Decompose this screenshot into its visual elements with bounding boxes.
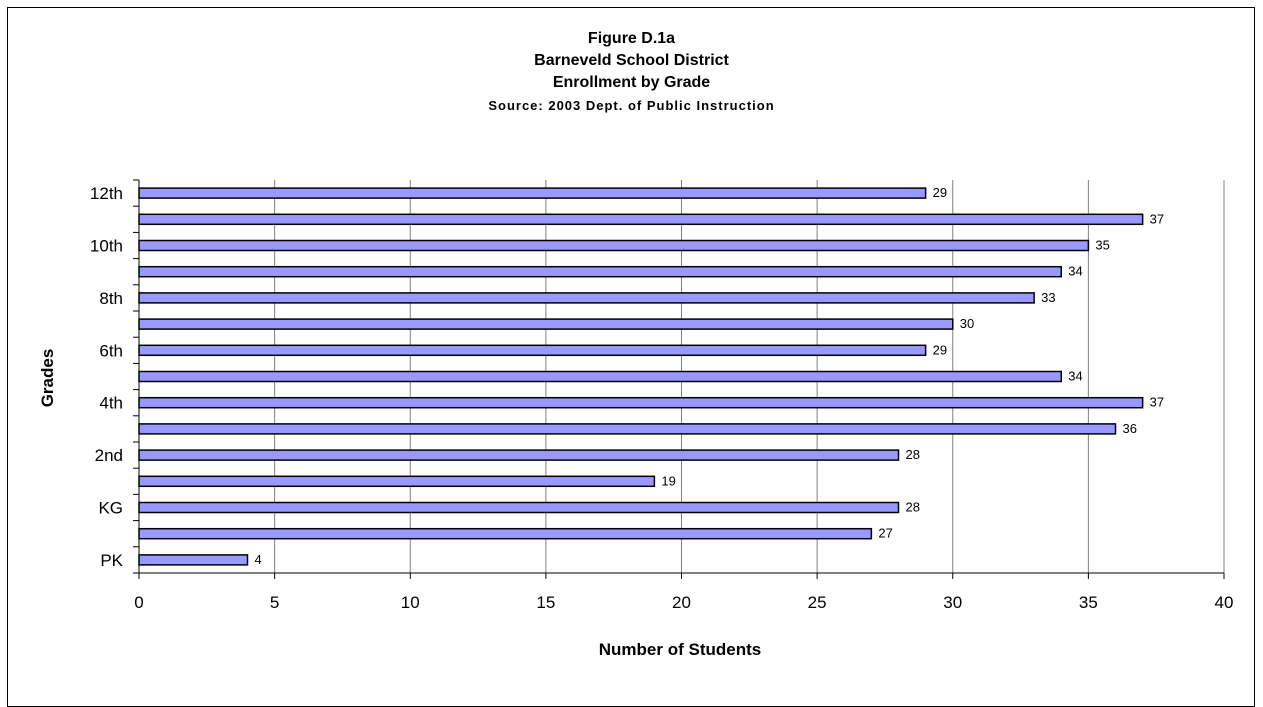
data-label: 35 [1095, 238, 1109, 253]
x-tick-label: 40 [1215, 593, 1234, 612]
x-tick-label: 30 [943, 593, 962, 612]
y-tick-label: 12th [90, 184, 123, 203]
data-label: 37 [1150, 395, 1164, 410]
data-label: 34 [1068, 369, 1082, 384]
y-tick-label: 2nd [95, 446, 123, 465]
y-tick-label: PK [100, 551, 123, 570]
data-label: 27 [878, 526, 892, 541]
x-tick-label: 25 [808, 593, 827, 612]
bar-14 [138, 187, 927, 199]
bar-2 [138, 501, 900, 514]
bars: 4 27 28 19 28 36 37 34 29 30 33 34 35 37 29 [138, 185, 1164, 567]
data-label: 28 [906, 447, 920, 462]
bar-chart: 4 27 28 19 28 36 37 34 29 30 33 34 35 37 29 0 5 10 15 20 25… [38, 179, 1234, 659]
data-label: 33 [1041, 290, 1055, 305]
bar-6 [138, 396, 1144, 409]
data-label: 28 [906, 500, 920, 515]
bar-4 [138, 449, 900, 461]
chart-subtitle-topic: Enrollment by Grade [552, 74, 711, 91]
data-label: 37 [1150, 211, 1164, 226]
bar-11 [138, 265, 1062, 278]
x-tick-label: 15 [536, 593, 555, 612]
axes: 0 5 10 15 20 25 30 35 40 PK KG 2nd 4th 6th 8th 10th 12th [90, 179, 1234, 612]
x-tick-label: 35 [1079, 593, 1098, 612]
bar-3 [138, 475, 656, 488]
x-tick-label: 5 [270, 593, 279, 612]
bar-13 [138, 213, 1144, 226]
x-axis-label: Number of Students [599, 640, 761, 659]
bar-5 [138, 423, 1117, 435]
chart-title: Figure D.1a [587, 30, 676, 47]
data-label: 34 [1068, 264, 1082, 279]
data-label: 36 [1123, 421, 1137, 436]
bar-8 [138, 344, 927, 357]
y-tick-label: KG [98, 499, 123, 518]
data-label: 29 [933, 342, 947, 357]
y-tick-label: 4th [99, 394, 123, 413]
data-label: 19 [661, 473, 675, 488]
y-tick-label: 6th [99, 341, 123, 360]
bar-12 [138, 239, 1090, 252]
bar-9 [138, 318, 954, 330]
x-tick-label: 0 [134, 593, 143, 612]
y-tick-label: 8th [99, 289, 123, 308]
y-axis-label: Grades [38, 349, 57, 408]
chart-source: Source: 2003 Dept. of Public Instruction [488, 98, 775, 113]
data-label: 30 [960, 316, 974, 331]
chart-subtitle-district: Barneveld School District [534, 52, 729, 69]
y-tick-label: 10th [90, 237, 123, 256]
bar-10 [138, 292, 1035, 304]
bar-7 [138, 370, 1062, 383]
data-label: 29 [933, 185, 947, 200]
x-tick-label: 20 [672, 593, 691, 612]
x-tick-label: 10 [401, 593, 420, 612]
bar-1 [138, 527, 873, 540]
data-label: 4 [255, 552, 262, 567]
bar-0 [138, 554, 249, 566]
